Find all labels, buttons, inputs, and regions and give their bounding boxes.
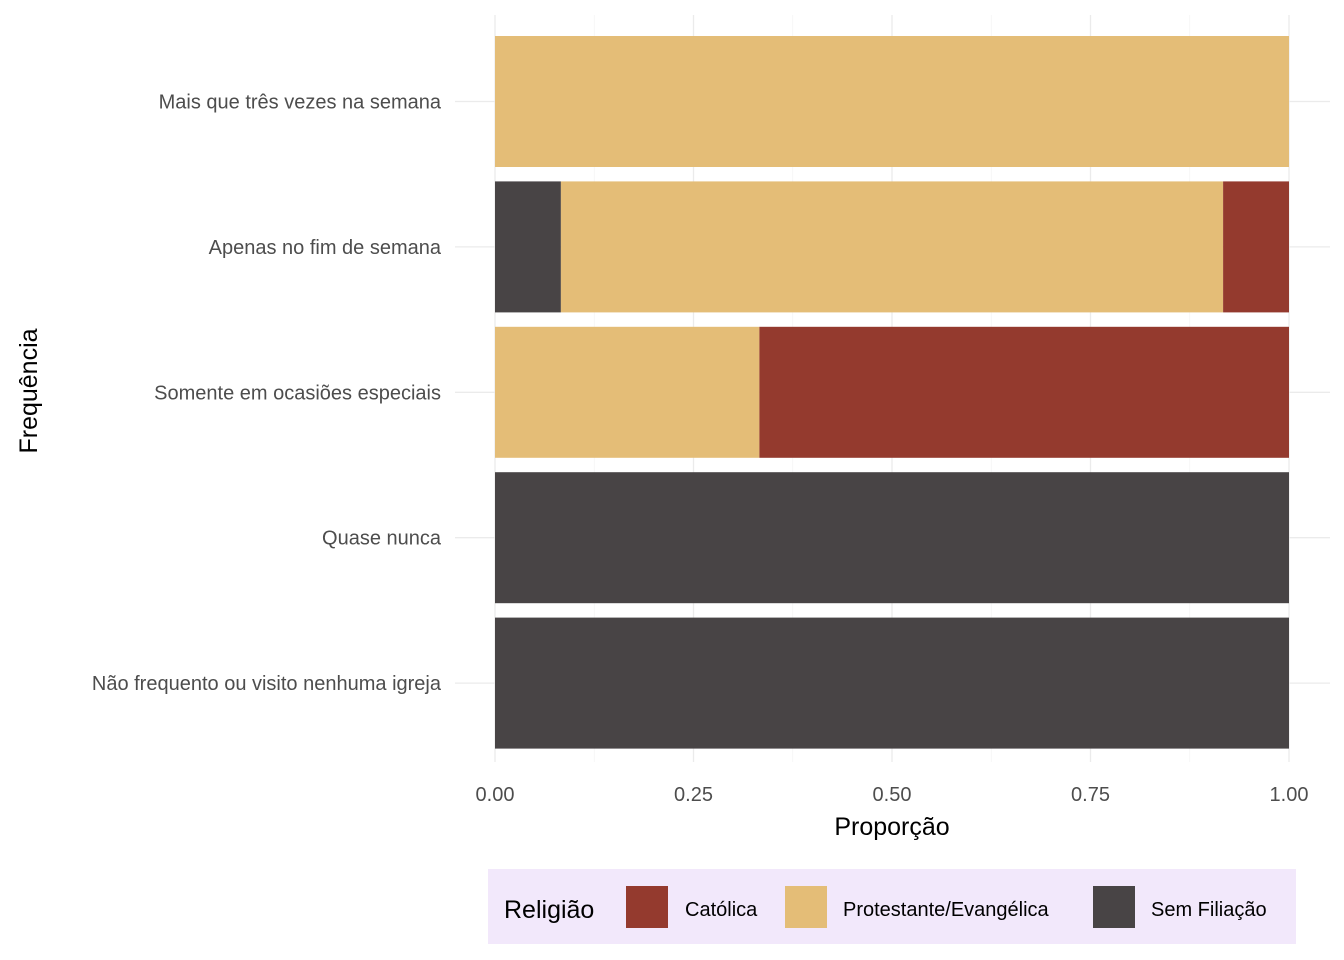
y-axis-tick-labels: Mais que três vezes na semana Apenas no f… bbox=[92, 92, 442, 696]
legend-title: Religião bbox=[504, 896, 594, 924]
y-tick-label: Quase nunca bbox=[322, 528, 442, 550]
bar-segment bbox=[495, 36, 1289, 167]
legend-key bbox=[626, 886, 668, 928]
legend-background bbox=[488, 869, 1296, 944]
x-tick-label: 0.50 bbox=[873, 784, 912, 806]
x-tick-label: 0.00 bbox=[476, 784, 515, 806]
bar-segment bbox=[495, 472, 1289, 604]
legend-label: Católica bbox=[685, 899, 758, 921]
bar-segment bbox=[495, 181, 561, 313]
y-tick-label: Apenas no fim de semana bbox=[209, 237, 442, 259]
legend-label: Sem Filiação bbox=[1151, 899, 1267, 921]
x-tick-label: 1.00 bbox=[1270, 784, 1309, 806]
legend-label: Protestante/Evangélica bbox=[843, 899, 1050, 921]
y-tick-label: Somente em ocasiões especiais bbox=[154, 382, 441, 404]
x-tick-label: 0.75 bbox=[1071, 784, 1110, 806]
bar-segment bbox=[560, 181, 1224, 313]
bar-segment bbox=[495, 326, 760, 458]
y-tick-label: Não frequento ou visito nenhuma igreja bbox=[92, 673, 442, 695]
y-tick-label: Mais que três vezes na semana bbox=[159, 92, 442, 114]
bar-segment bbox=[759, 326, 1289, 458]
x-axis-title: Proporção bbox=[834, 813, 949, 841]
legend-key bbox=[785, 886, 827, 928]
legend: Religião Católica Protestante/Evangélica S… bbox=[488, 869, 1296, 944]
x-axis-tick-labels: 0.00 0.25 0.50 0.75 1.00 bbox=[476, 784, 1309, 806]
y-axis-title: Frequência bbox=[15, 328, 43, 453]
bar-segment bbox=[1223, 181, 1289, 313]
bar-segment bbox=[495, 617, 1289, 749]
bars bbox=[495, 36, 1289, 749]
legend-key bbox=[1093, 886, 1135, 928]
legend-items: Católica Protestante/Evangélica Sem Filiaç… bbox=[626, 886, 1267, 928]
x-tick-label: 0.25 bbox=[674, 784, 713, 806]
